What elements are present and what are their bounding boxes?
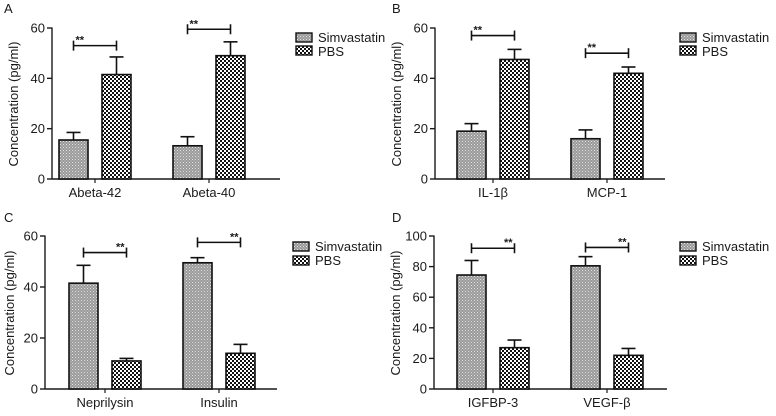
significance-label: **: [588, 42, 597, 54]
significance-label: **: [116, 242, 125, 254]
bar-simvastatin: [68, 282, 99, 390]
legend-swatch-pbs: [679, 255, 697, 266]
bar-simvastatin: [456, 274, 487, 390]
legend-label-simvastatin: Simvastatin: [702, 30, 769, 45]
y-tick-label: 40: [414, 71, 428, 86]
legend-swatch-simvastatin: [292, 241, 310, 252]
x-tick-label: Abeta-42: [69, 185, 122, 200]
y-tick-label: 80: [413, 259, 427, 274]
bar-pbs: [101, 73, 132, 180]
bar-simvastatin: [182, 261, 213, 390]
significance-label: **: [76, 35, 85, 47]
y-tick-label: 20: [24, 331, 38, 346]
x-tick-label: IGFBP-3: [468, 395, 519, 410]
y-tick-label: 40: [31, 71, 45, 86]
bar-pbs: [499, 58, 530, 180]
x-tick-label: Abeta-40: [183, 185, 236, 200]
bar-pbs: [215, 54, 246, 180]
y-tick-label: 20: [413, 351, 427, 366]
legend: Simvastatin PBS: [295, 30, 385, 59]
y-tick-label: 20: [414, 121, 428, 136]
x-tick-label: IL-1β: [478, 185, 508, 200]
y-tick-label: 60: [24, 229, 38, 244]
significance-label: **: [230, 231, 239, 243]
x-tick-label: Neprilysin: [76, 395, 133, 410]
bar-simvastatin: [570, 137, 601, 180]
plot-area: 0 20 40 60 Abeta-42 ** Abeta-40 **: [31, 18, 280, 200]
x-tick-label: Insulin: [200, 395, 238, 410]
y-tick-label: 0: [421, 172, 428, 187]
legend-label-pbs: PBS: [702, 253, 728, 268]
y-tick-label: 0: [38, 172, 45, 187]
legend-label-simvastatin: Simvastatin: [315, 239, 382, 254]
legend: Simvastatin PBS: [679, 30, 769, 59]
bar-pbs: [613, 354, 644, 390]
x-tick-label: MCP-1: [587, 185, 627, 200]
significance-label: **: [474, 25, 483, 37]
legend-label-pbs: PBS: [702, 44, 728, 59]
significance-label: **: [504, 237, 513, 249]
legend-swatch-simvastatin: [295, 32, 313, 43]
significance-label: **: [190, 18, 199, 30]
bar-pbs: [499, 346, 530, 390]
bar-pbs: [225, 352, 256, 390]
bar-simvastatin: [570, 265, 601, 390]
legend: Simvastatin PBS: [679, 239, 769, 268]
legend: Simvastatin PBS: [292, 239, 382, 268]
y-tick-label: 0: [31, 382, 38, 397]
y-axis-label: Concentration (pg/ml): [2, 251, 17, 376]
legend-swatch-pbs: [295, 45, 313, 56]
y-tick-label: 20: [31, 121, 45, 136]
y-axis-label: Concentration (pg/ml): [388, 251, 403, 376]
panel-letter: B: [392, 1, 401, 16]
plot-area: 0 20 40 60 80 100 IGFBP-3 ** VEGF-β **: [405, 229, 667, 410]
significance-label: **: [618, 236, 627, 248]
bar-pbs: [613, 72, 644, 180]
bar-pbs: [111, 360, 142, 390]
x-tick-label: VEGF-β: [583, 395, 630, 410]
panel-letter: D: [392, 210, 401, 225]
legend-label-simvastatin: Simvastatin: [318, 30, 385, 45]
y-tick-label: 0: [420, 382, 427, 397]
legend-label-pbs: PBS: [315, 253, 341, 268]
y-tick-label: 60: [414, 21, 428, 36]
plot-area: 0 20 40 60 IL-1β ** MCP-1 **: [414, 21, 665, 200]
y-axis-label: Concentration (pg/ml): [6, 42, 21, 167]
y-tick-label: 100: [405, 229, 427, 244]
panel-d: D Concentration (pg/ml) 0 20 40 60 80 100 IGFB…: [388, 210, 769, 410]
bar-simvastatin: [456, 130, 487, 180]
y-tick-label: 40: [24, 280, 38, 295]
panel-letter: C: [4, 210, 13, 225]
legend-swatch-pbs: [292, 255, 310, 266]
legend-label-pbs: PBS: [318, 44, 344, 59]
y-axis-label: Concentration (pg/ml): [389, 42, 404, 167]
panel-b: B Concentration (pg/ml) 0 20 40 60 IL-1β ** MC…: [389, 1, 769, 200]
plot-area: 0 20 40 60 Neprilysin ** Insulin **: [24, 229, 277, 410]
y-tick-label: 60: [413, 290, 427, 305]
legend-swatch-pbs: [679, 45, 697, 56]
legend-swatch-simvastatin: [679, 32, 697, 43]
panel-c: C Concentration (pg/ml) 0 20 40 60 Neprilysi…: [2, 210, 382, 410]
y-tick-label: 60: [31, 21, 45, 36]
panel-a: A Concentration (pg/ml) 0 20 40 60 Abeta-42 *…: [4, 1, 385, 200]
legend-swatch-simvastatin: [679, 241, 697, 252]
bar-simvastatin: [172, 144, 203, 180]
panel-letter: A: [4, 1, 13, 16]
bar-simvastatin: [58, 139, 89, 180]
y-tick-label: 40: [413, 320, 427, 335]
legend-label-simvastatin: Simvastatin: [702, 239, 769, 254]
